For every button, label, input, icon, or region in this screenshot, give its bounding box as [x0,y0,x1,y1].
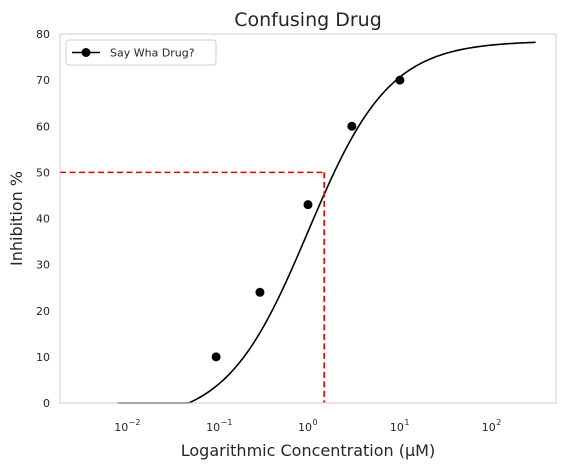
x-tick-exponent: 2 [496,418,501,427]
y-tick-label: 0 [43,397,50,410]
legend: Say Wha Drug? [65,39,217,66]
data-point [211,352,221,362]
plot-background [60,34,556,403]
x-tick-base: 10 [298,421,312,434]
data-point [395,75,405,85]
data-point [347,121,357,131]
y-tick-label: 80 [36,28,50,41]
legend-marker-sample [81,48,91,57]
x-tick-base: 10 [206,421,220,434]
x-tick-exponent: −2 [129,418,141,427]
x-tick-exponent: 1 [404,418,409,427]
y-tick-label: 40 [36,213,50,226]
x-axis-title: Logarithmic Concentration (μM) [181,441,435,460]
legend-label: Say Wha Drug? [110,47,195,60]
y-tick-label: 20 [36,305,50,318]
x-tick-base: 10 [114,421,128,434]
x-tick-label: 10 2 [482,418,502,434]
y-tick-label: 70 [36,74,50,87]
y-axis-title: Inhibition % [7,171,26,266]
x-tick-exponent: −1 [221,418,233,427]
x-tick-base: 10 [482,421,496,434]
x-tick-label: 10 −1 [206,418,232,434]
x-tick-label: 10 0 [298,418,318,434]
y-axis-ticks: 0 10 20 30 40 50 60 70 80 [36,28,50,410]
x-tick-exponent: 0 [313,418,318,427]
data-point [303,200,313,210]
x-tick-label: 10 −2 [114,418,140,434]
chart-title: Confusing Drug [234,9,382,31]
x-tick-label: 10 1 [390,418,410,434]
x-tick-base: 10 [390,421,404,434]
x-axis-ticks: 10 −2 10 −1 10 0 10 1 10 2 [114,418,501,434]
legend-box [65,39,217,66]
y-tick-label: 30 [36,259,50,272]
data-point [255,287,265,297]
y-tick-label: 10 [36,351,50,364]
plot-frame [59,33,557,404]
y-tick-label: 50 [36,166,50,179]
y-tick-label: 60 [36,120,50,133]
